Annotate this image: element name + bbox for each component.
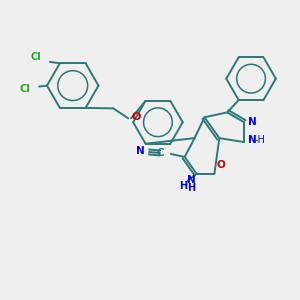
Text: O: O <box>131 112 141 122</box>
Text: N: N <box>248 135 257 145</box>
Text: N: N <box>136 146 145 156</box>
Text: C: C <box>156 148 164 158</box>
Text: N: N <box>248 117 257 127</box>
Text: Cl: Cl <box>20 84 30 94</box>
Text: -H: -H <box>254 135 265 145</box>
Text: N: N <box>187 175 196 185</box>
Text: O: O <box>216 160 225 170</box>
Text: H: H <box>178 181 187 191</box>
Text: Cl: Cl <box>30 52 41 62</box>
Text: H: H <box>188 183 196 193</box>
